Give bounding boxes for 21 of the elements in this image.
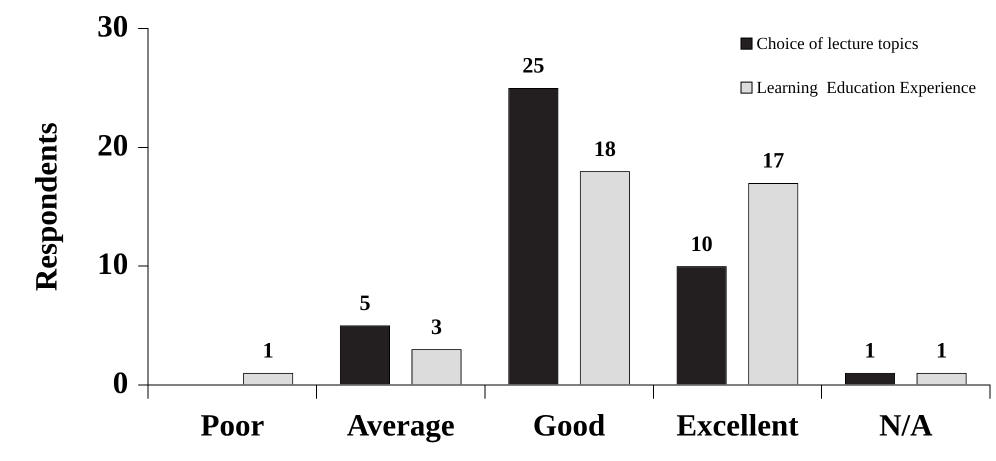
legend-label: Learning Education Experience: [756, 78, 976, 98]
data-label: 3: [431, 314, 442, 339]
x-tick-label: Average: [346, 407, 455, 442]
data-label: 18: [594, 136, 616, 161]
data-label: 1: [262, 338, 274, 363]
data-label: 25: [522, 52, 544, 78]
y-tick-label: 10: [97, 246, 128, 282]
data-label: 10: [690, 230, 713, 256]
data-label: 1: [864, 338, 876, 363]
y-tick-label: 30: [97, 8, 128, 44]
legend-label: Choice of lecture topics: [756, 34, 918, 54]
data-label: 17: [762, 148, 784, 173]
x-tick-label: Good: [532, 407, 606, 442]
x-tick-label: Poor: [200, 407, 264, 442]
y-tick-label: 0: [112, 364, 128, 400]
data-label: 5: [359, 290, 370, 316]
y-axis-title: Respondents: [28, 122, 64, 292]
data-label: 1: [936, 338, 948, 363]
x-tick-label: Excellent: [676, 407, 800, 442]
x-tick-label: N/A: [879, 407, 934, 442]
y-tick-label: 20: [97, 127, 128, 162]
